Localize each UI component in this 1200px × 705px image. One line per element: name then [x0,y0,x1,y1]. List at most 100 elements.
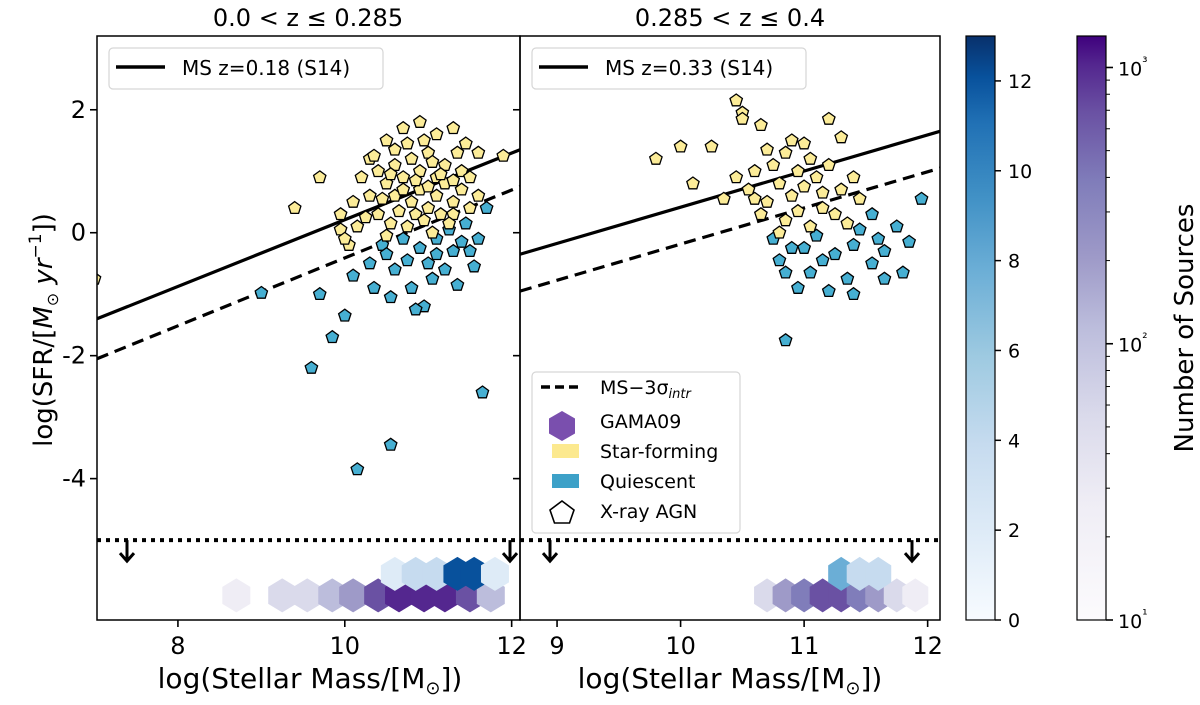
agn-point-star-forming [828,206,842,221]
agn-point-quiescent [367,280,381,294]
agn-point-quiescent [304,360,319,374]
legend-label-star-forming: Star-forming [600,441,718,463]
agn-point-star-forming [421,179,436,193]
agn-point-quiescent [778,332,793,347]
agn-point-star-forming [312,170,327,184]
agn-point-quiescent [408,302,423,316]
agn-point-quiescent [387,262,402,276]
agn-point-star-forming [729,93,744,107]
plot-area-right [520,93,940,613]
agn-point-star-forming [371,163,386,178]
agn-point-star-forming [852,191,867,205]
hexbin-agn-limit [480,556,509,591]
agn-point-star-forming [648,151,663,165]
agn-point-star-forming [425,225,440,239]
agn-point-star-forming [704,139,719,153]
colorbar-gama-tick-label: 10² [1118,332,1147,357]
agn-point-star-forming [396,170,411,184]
legend-label-quiescent: Quiescent [600,471,696,493]
agn-point-star-forming [429,188,444,202]
agn-point-quiescent [877,243,892,258]
agn-point-star-forming [821,111,836,125]
agn-point-star-forming [778,213,793,227]
hexbin-gama-limit [222,578,251,613]
ms-line [97,148,520,321]
agn-point-quiescent [425,271,440,285]
agn-point-quiescent [479,200,494,215]
agn-point-quiescent [350,462,365,476]
agn-point-star-forming [446,173,461,187]
legend-main: MS−3σintr GAMA09 Star-forming Quiescent … [531,371,741,534]
agn-point-star-forming [350,219,365,233]
ticks-right: 9 10 11 12 [549,620,943,660]
agn-point-quiescent [871,231,886,245]
agn-point-star-forming [760,194,774,208]
agn-point-star-forming [463,200,477,215]
agn-point-quiescent [325,329,340,344]
agn-point-star-forming [458,136,473,150]
colorbar-agn-tick-label: 0 [1008,610,1020,632]
legend-ms-left: MS z=0.18 (S14) [108,47,384,90]
x-axis-label-left: log(Stellar Mass/[M⊙]) [158,662,463,699]
hexbin-gama-limit [268,578,297,613]
agn-point-star-forming [716,191,731,205]
agn-point-star-forming [446,120,461,135]
agn-point-quiescent [412,240,427,254]
legend-label-gama: GAMA09 [600,411,681,433]
x-tick-label: 9 [549,632,564,660]
agn-point-star-forming [686,176,700,190]
agn-point-star-forming [846,170,861,184]
legend-pentagon-icon [549,500,575,524]
hexbin-gama-limit [339,578,368,613]
legend-label-ms-3sigma: MS−3σintr [600,377,692,402]
agn-point-star-forming [354,170,369,184]
hexbin-gama-limit [293,578,322,613]
agn-point-star-forming [760,142,774,156]
agn-point-quiescent [254,285,269,299]
agn-point-star-forming [362,188,377,202]
agn-point-star-forming [747,163,762,178]
ms-line [520,129,940,256]
agn-point-star-forming [333,206,348,221]
hexbin-gama-limit [902,578,929,613]
agn-point-star-forming [404,194,419,208]
colorbar-agn-tick-label: 10 [1008,161,1032,183]
agn-point-quiescent [383,437,398,451]
legend-ms-right: MS z=0.33 (S14) [531,47,807,90]
agn-point-star-forming [433,206,448,221]
agn-point-quiescent [346,268,361,282]
agn-point-quiescent [852,222,867,236]
x-tick-label: 10 [665,632,696,660]
agn-point-quiescent [815,253,830,267]
agn-point-quiescent [778,265,793,279]
agn-point-star-forming [387,142,402,156]
agn-point-quiescent [396,231,411,245]
agn-point-star-forming [375,191,390,205]
agn-point-star-forming [766,157,781,172]
colorbar-agn-tick-label: 8 [1008,251,1020,273]
agn-point-star-forming [454,163,469,178]
legend-ms-label-right: MS z=0.33 (S14) [605,56,773,80]
legend-hexagon-icon [549,411,575,441]
agn-point-star-forming [400,136,415,150]
agn-point-quiescent [312,286,327,301]
upper-limit-arrow [903,540,921,564]
y-tick-label: 2 [71,96,86,124]
agn-point-quiescent [475,385,490,399]
agn-point-quiescent [421,256,436,270]
agn-point-star-forming [797,136,812,150]
agn-point-star-forming [396,182,411,196]
agn-point-star-forming [791,203,805,218]
agn-point-star-forming [803,219,818,233]
agn-point-star-forming [753,117,768,132]
agn-point-quiescent [458,216,473,230]
agn-point-star-forming [392,203,406,218]
agn-point-star-forming [379,133,394,147]
plot-area-left [97,114,520,613]
agn-point-quiescent [404,280,419,294]
agn-point-quiescent [337,308,352,322]
x-axis-label-right: log(Stellar Mass/[M⊙]) [578,662,883,699]
agn-point-quiescent [463,243,477,258]
agn-point-quiescent [797,240,812,254]
agn-point-quiescent [450,277,465,291]
